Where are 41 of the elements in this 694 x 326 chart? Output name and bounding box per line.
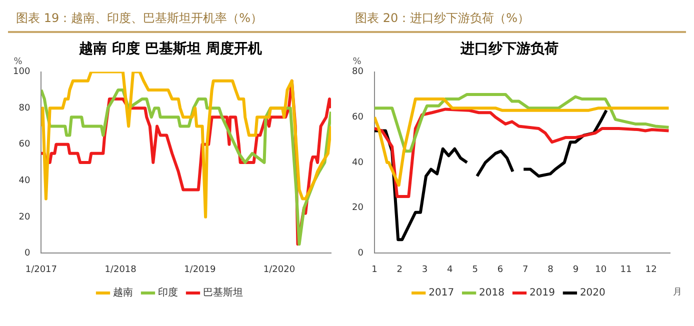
x-tick-label: 12 [645,264,657,275]
legend-label: 2017 [428,288,454,299]
x-tick-label: 1/2017 [25,264,58,275]
x-tick-label: 8 [548,264,554,275]
y-tick-label: 0 [358,248,364,259]
legend-label: 2018 [479,288,505,299]
x-tick-label: 6 [497,264,504,275]
x-tick-label: 1 [372,264,378,275]
y-tick-label: 100 [12,67,30,78]
legend-label: 越南 [113,286,133,299]
y-axis-title: % [14,57,23,68]
x-tick-label: 4 [447,264,454,275]
x-tick-label: 5 [472,264,478,275]
legend-label: 2019 [530,288,555,299]
x-tick-label: 2 [396,264,402,275]
chart-subtitle: 进口纱下游负荷 [460,41,558,58]
y-tick-label: 40 [18,176,30,186]
y-tick-label: 20 [352,203,364,214]
x-tick-label: 1/2018 [104,264,137,275]
x-tick-label: 1/2020 [263,264,296,275]
y-axis-title: % [352,57,362,68]
x-axis-title: 月 [673,287,682,298]
y-tick-label: 20 [18,212,30,222]
y-tick-label: 0 [24,248,30,259]
y-tick-label: 60 [352,112,364,122]
chart-subtitle: 越南 印度 巴基斯坦 周度开机 [78,40,262,58]
x-tick-label: 9 [572,264,579,275]
x-tick-label: 1/2019 [184,264,216,275]
chart-title: 图表 19：越南、印度、巴基斯坦开机率（%） [8,8,347,33]
x-tick-label: 10 [595,264,607,275]
y-tick-label: 80 [352,67,364,78]
legend-label: 巴基斯坦 [203,286,243,299]
y-tick-label: 80 [18,103,30,114]
legend-label: 2020 [580,288,606,299]
y-tick-label: 40 [352,158,364,168]
legend-label: 印度 [158,286,178,299]
x-tick-label: 7 [522,264,528,275]
y-tick-label: 60 [18,140,30,150]
x-tick-label: 11 [620,264,632,275]
x-tick-label: 3 [422,264,428,275]
chart-title: 图表 20：进口纱下游负荷（%） [347,8,686,33]
